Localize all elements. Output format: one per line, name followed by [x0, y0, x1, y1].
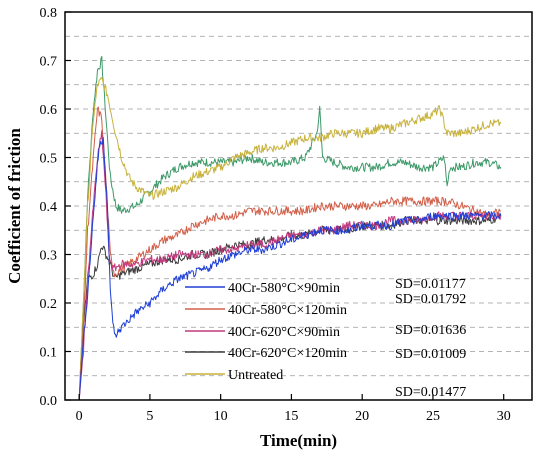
x-tick-label: 5 — [146, 409, 153, 424]
legend-entry: 40Cr-580°C×120min — [228, 303, 347, 318]
sd-label: SD=0.01792 — [395, 292, 466, 307]
y-axis-ticks: 0.0 0.1 0.2 0.3 0.4 0.5 0.6 0.7 0.8 — [40, 6, 71, 409]
y-tick-label: 0.1 — [40, 346, 58, 361]
x-tick-label: 25 — [426, 409, 440, 424]
y-tick-label: 0.6 — [40, 103, 58, 118]
y-tick-label: 0.0 — [40, 394, 58, 409]
y-tick-label: 0.4 — [40, 200, 58, 215]
y-tick-label: 0.7 — [40, 55, 58, 70]
series-line-0 — [78, 137, 502, 401]
x-axis-title: Time(min) — [260, 431, 337, 450]
sd-label: SD=0.01009 — [395, 347, 466, 362]
x-axis-ticks: 0 5 10 15 20 25 30 — [76, 394, 511, 424]
sd-label: SD=0.01177 — [395, 277, 466, 292]
series-layer — [78, 55, 502, 401]
legend-entry: 40Cr-580°C×90min — [228, 281, 340, 296]
sd-label: SD=0.01477 — [395, 385, 466, 400]
y-axis-title: Coefficient of friction — [5, 128, 24, 284]
series-line-1 — [78, 106, 502, 401]
series-line-4 — [78, 77, 502, 401]
x-tick-label: 30 — [497, 409, 511, 424]
legend: 40Cr-580°C×90min SD=0.01177 40Cr-580°C×120… — [185, 277, 466, 400]
y-tick-label: 0.8 — [40, 6, 58, 21]
y-tick-label: 0.3 — [40, 249, 58, 264]
y-tick-label: 0.5 — [40, 152, 58, 167]
y-tick-label: 0.2 — [40, 297, 58, 312]
x-tick-label: 0 — [76, 409, 83, 424]
x-tick-label: 20 — [355, 409, 369, 424]
legend-entry: 40Cr-620°C×90min — [228, 325, 340, 340]
x-tick-label: 10 — [214, 409, 228, 424]
sd-label: SD=0.01636 — [395, 323, 466, 338]
x-tick-label: 15 — [284, 409, 298, 424]
gridlines — [65, 35, 532, 377]
legend-entry: Untreated — [228, 368, 283, 383]
series-line-5 — [78, 55, 502, 401]
legend-entry: 40Cr-620°C×120min — [228, 346, 347, 361]
